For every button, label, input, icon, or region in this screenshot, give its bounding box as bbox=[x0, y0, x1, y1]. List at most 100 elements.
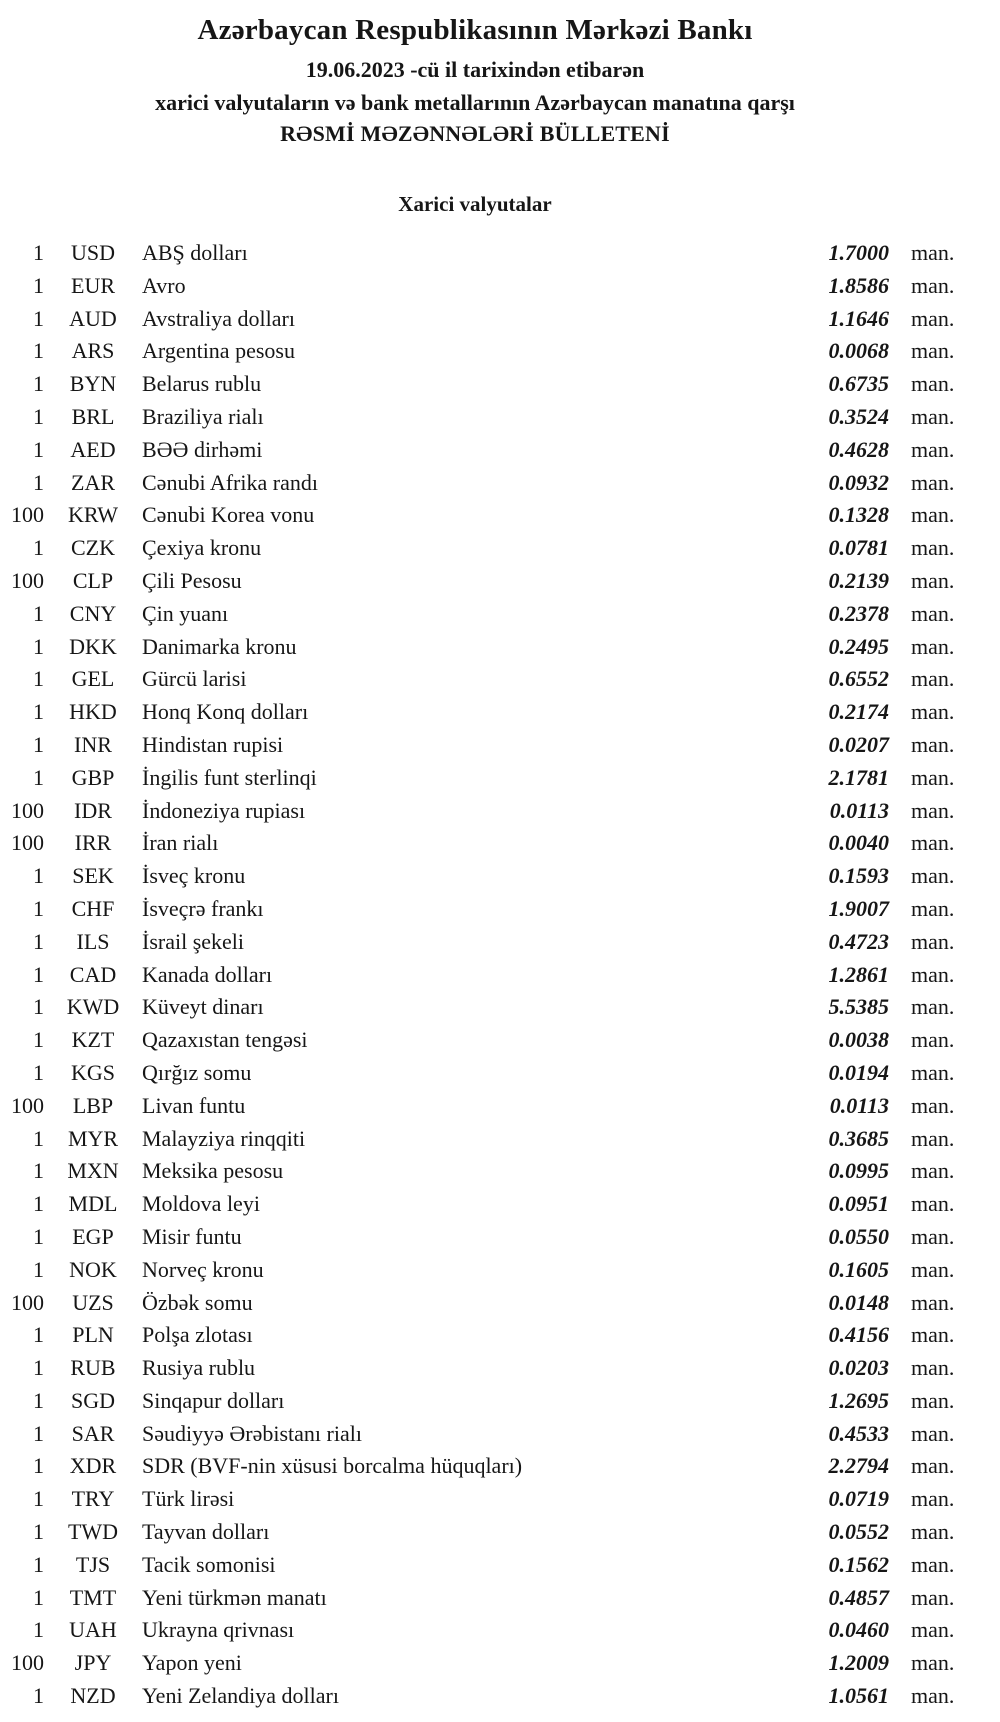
rate-value-cell: 1.0561 bbox=[828, 1683, 890, 1709]
currency-code-cell: TRY bbox=[71, 1486, 115, 1512]
currency-code-cell: PLN bbox=[72, 1322, 114, 1348]
quantity-cell: 1 bbox=[33, 1453, 44, 1479]
quantity-cell: 1 bbox=[33, 272, 44, 298]
currency-name-cell: Danimarka kronu bbox=[142, 633, 297, 659]
quantity-cell: 100 bbox=[11, 1650, 44, 1676]
currency-code-cell: SAR bbox=[71, 1420, 115, 1446]
currency-name-cell: Sinqapur dolları bbox=[142, 1387, 285, 1413]
table-row: 1 UAH Ukrayna qrivnası 0.0460 man. bbox=[0, 1614, 1000, 1647]
currency-code-cell: LBP bbox=[72, 1092, 114, 1118]
unit-cell: man. bbox=[911, 600, 955, 626]
rate-value-cell: 0.4723 bbox=[828, 928, 890, 954]
table-row: 1 ZAR Cənubi Afrika randı 0.0932 man. bbox=[0, 467, 1000, 500]
currency-name-cell: Tacik somonisi bbox=[142, 1551, 276, 1577]
quantity-cell: 1 bbox=[33, 666, 44, 692]
rate-value-cell: 0.1562 bbox=[828, 1551, 890, 1577]
table-row: 1 TMT Yeni türkmən manatı 0.4857 man. bbox=[0, 1582, 1000, 1615]
currency-code-cell: TWD bbox=[67, 1519, 119, 1545]
currency-name-cell: İsveç kronu bbox=[142, 863, 246, 889]
currency-name-cell: Ukrayna qrivnası bbox=[142, 1617, 295, 1643]
currency-name-cell: İsrail şekeli bbox=[142, 928, 245, 954]
unit-cell: man. bbox=[911, 1486, 955, 1512]
quantity-cell: 1 bbox=[33, 1551, 44, 1577]
currency-name-cell: Yapon yeni bbox=[142, 1650, 242, 1676]
rate-value-cell: 0.2378 bbox=[828, 600, 890, 626]
quantity-cell: 1 bbox=[33, 305, 44, 331]
currency-code-cell: IDR bbox=[74, 797, 112, 823]
currency-code-cell: NOK bbox=[69, 1256, 117, 1282]
rate-value-cell: 0.0068 bbox=[828, 338, 890, 364]
unit-cell: man. bbox=[911, 666, 955, 692]
table-row: 1 TJS Tacik somonisi 0.1562 man. bbox=[0, 1549, 1000, 1582]
currency-name-cell: Polşa zlotası bbox=[142, 1322, 253, 1348]
currency-code-cell: BYN bbox=[69, 371, 117, 397]
quantity-cell: 1 bbox=[33, 338, 44, 364]
currency-code-cell: GBP bbox=[71, 764, 115, 790]
currency-name-cell: Cənubi Korea vonu bbox=[142, 502, 315, 528]
unit-cell: man. bbox=[911, 272, 955, 298]
unit-cell: man. bbox=[911, 1355, 955, 1381]
quantity-cell: 1 bbox=[33, 1387, 44, 1413]
rate-value-cell: 0.4628 bbox=[828, 436, 890, 462]
currency-name-cell: Özbək somu bbox=[142, 1289, 253, 1315]
rate-value-cell: 1.7000 bbox=[828, 240, 890, 265]
rate-value-cell: 0.1328 bbox=[828, 502, 890, 528]
table-row: 1 BRL Braziliya rialı 0.3524 man. bbox=[0, 401, 1000, 434]
table-row: 100 LBP Livan funtu 0.0113 man. bbox=[0, 1090, 1000, 1123]
currency-code-cell: SGD bbox=[70, 1387, 115, 1413]
currency-name-cell: Tayvan dolları bbox=[142, 1519, 270, 1545]
currency-name-cell: Türk lirəsi bbox=[142, 1486, 235, 1512]
rate-value-cell: 1.2695 bbox=[828, 1387, 890, 1413]
unit-cell: man. bbox=[911, 1519, 955, 1545]
currency-name-cell: İran rialı bbox=[142, 830, 219, 856]
table-row: 1 SAR Səudiyyə Ərəbistanı rialı 0.4533 m… bbox=[0, 1418, 1000, 1451]
unit-cell: man. bbox=[911, 436, 955, 462]
unit-cell: man. bbox=[911, 830, 955, 856]
currency-name-cell: Gürcü larisi bbox=[142, 666, 247, 692]
table-row: 1 CNY Çin yuanı 0.2378 man. bbox=[0, 598, 1000, 631]
currency-code-cell: ILS bbox=[76, 928, 110, 954]
quantity-cell: 100 bbox=[11, 502, 44, 528]
currency-code-cell: ZAR bbox=[71, 469, 115, 495]
rate-value-cell: 0.4533 bbox=[828, 1420, 890, 1446]
table-row: 1 MYR Malayziya rinqqiti 0.3685 man. bbox=[0, 1123, 1000, 1156]
rate-value-cell: 0.0460 bbox=[828, 1617, 890, 1643]
rate-value-cell: 0.3524 bbox=[828, 403, 890, 429]
currency-code-cell: DKK bbox=[69, 633, 117, 659]
currency-name-cell: Rusiya rublu bbox=[142, 1355, 256, 1381]
quantity-cell: 1 bbox=[33, 1584, 44, 1610]
quantity-cell: 1 bbox=[33, 371, 44, 397]
currency-code-cell: KWD bbox=[66, 994, 120, 1020]
table-row: 1 KGS Qırğız somu 0.0194 man. bbox=[0, 1057, 1000, 1090]
currency-code-cell: KGS bbox=[70, 1059, 115, 1085]
currency-code-cell: JPY bbox=[74, 1650, 112, 1676]
rate-value-cell: 0.6735 bbox=[828, 371, 890, 397]
currency-name-cell: Çili Pesosu bbox=[142, 567, 242, 593]
table-row: 1 SEK İsveç kronu 0.1593 man. bbox=[0, 860, 1000, 893]
unit-cell: man. bbox=[911, 567, 955, 593]
unit-cell: man. bbox=[911, 1453, 955, 1479]
currency-code-cell: HKD bbox=[69, 699, 117, 725]
currency-code-cell: INR bbox=[74, 731, 112, 757]
currency-code-cell: MDL bbox=[68, 1191, 118, 1217]
rate-value-cell: 5.5385 bbox=[828, 994, 890, 1020]
unit-cell: man. bbox=[911, 1223, 955, 1249]
currency-code-cell: UAH bbox=[69, 1617, 117, 1643]
table-row: 1 NZD Yeni Zelandiya dolları 1.0561 man. bbox=[0, 1680, 1000, 1713]
unit-cell: man. bbox=[911, 403, 955, 429]
quantity-cell: 1 bbox=[33, 633, 44, 659]
currency-name-cell: ABŞ dolları bbox=[142, 240, 248, 265]
table-row: 1 MDL Moldova leyi 0.0951 man. bbox=[0, 1188, 1000, 1221]
currency-name-cell: İsveçrə frankı bbox=[142, 895, 264, 921]
table-row: 100 KRW Cənubi Korea vonu 0.1328 man. bbox=[0, 499, 1000, 532]
rate-value-cell: 1.2009 bbox=[828, 1650, 890, 1676]
subject-line: xarici valyutaların və bank metallarının… bbox=[155, 90, 795, 115]
unit-cell: man. bbox=[911, 1256, 955, 1282]
currency-code-cell: CAD bbox=[69, 961, 117, 987]
unit-cell: man. bbox=[911, 371, 955, 397]
rate-value-cell: 0.0995 bbox=[828, 1158, 890, 1184]
currency-code-cell: XDR bbox=[69, 1453, 117, 1479]
quantity-cell: 1 bbox=[33, 1519, 44, 1545]
table-row: 1 KZT Qazaxıstan tengəsi 0.0038 man. bbox=[0, 1024, 1000, 1057]
unit-cell: man. bbox=[911, 633, 955, 659]
